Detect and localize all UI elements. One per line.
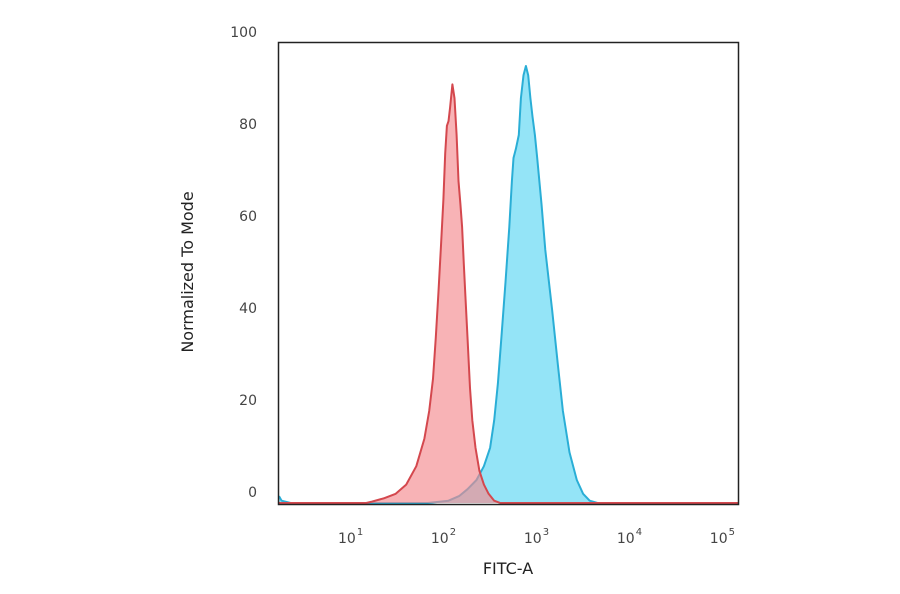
x-tick-label: 104 <box>617 527 642 547</box>
plot-frame <box>277 41 740 506</box>
y-tick-label: 20 <box>239 393 257 409</box>
x-tick-label: 101 <box>338 527 363 547</box>
series-line-1 <box>279 83 738 504</box>
x-tick-label: 105 <box>710 527 735 547</box>
x-axis-title: FITC-A <box>483 559 533 578</box>
x-tick-label: 103 <box>524 527 549 547</box>
y-tick-label: 100 <box>230 25 257 41</box>
x-tick-label: 102 <box>431 527 456 547</box>
series-area-0 <box>279 66 738 503</box>
y-tick-label: 60 <box>239 209 257 225</box>
y-tick-label: 40 <box>239 301 257 317</box>
y-axis-title: Normalized To Mode <box>178 191 197 352</box>
y-tick-label: 80 <box>239 117 257 133</box>
y-tick-label: 0 <box>248 485 257 501</box>
